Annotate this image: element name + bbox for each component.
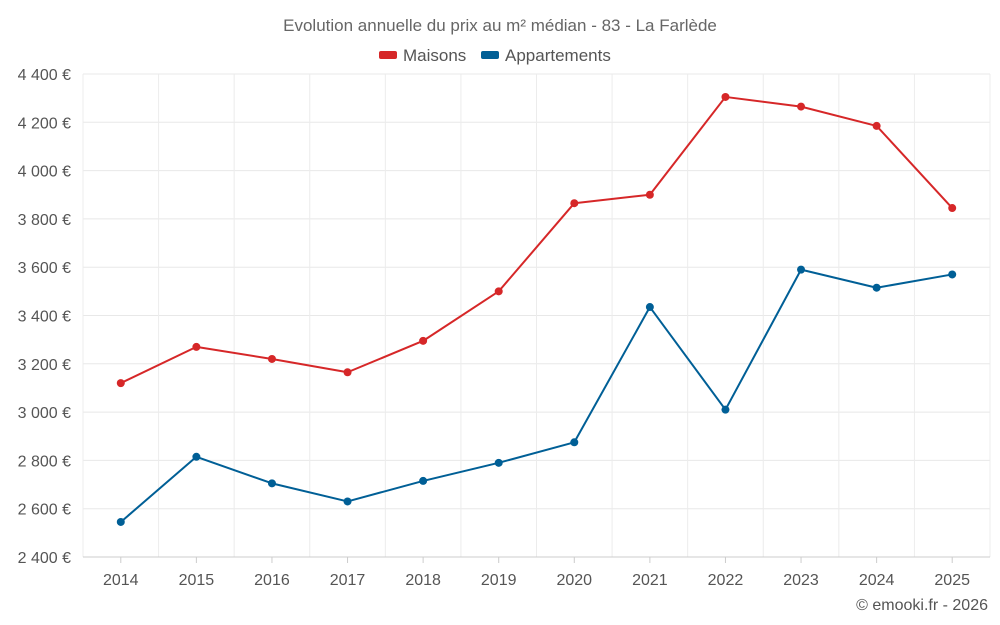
legend-item-appartements[interactable]: Appartements	[481, 46, 611, 65]
series-maisons	[116, 92, 957, 388]
data-point-maisons[interactable]	[419, 336, 428, 345]
x-tick-label: 2024	[859, 572, 895, 589]
chart-title: Evolution annuelle du prix au m² médian …	[283, 16, 717, 35]
x-tick-label: 2018	[405, 572, 441, 589]
y-tick-label: 3 200 €	[18, 357, 71, 374]
x-tick-label: 2019	[481, 572, 517, 589]
data-point-maisons[interactable]	[192, 342, 201, 351]
credit-text: © emooki.fr - 2026	[856, 597, 988, 614]
legend-item-maisons[interactable]: Maisons	[379, 46, 466, 65]
x-tick-label: 2023	[783, 572, 819, 589]
data-point-maisons[interactable]	[570, 199, 579, 208]
x-tick-label: 2015	[179, 572, 215, 589]
data-point-appartements[interactable]	[116, 517, 125, 526]
data-point-maisons[interactable]	[645, 190, 654, 199]
y-tick-label: 3 600 €	[18, 260, 71, 277]
x-tick-label: 2020	[556, 572, 592, 589]
data-point-appartements[interactable]	[343, 497, 352, 506]
data-point-appartements[interactable]	[570, 438, 579, 447]
x-tick-label: 2016	[254, 572, 290, 589]
data-point-maisons[interactable]	[797, 102, 806, 111]
data-point-maisons[interactable]	[494, 287, 503, 296]
data-point-maisons[interactable]	[721, 92, 730, 101]
data-point-maisons[interactable]	[116, 379, 125, 388]
data-point-appartements[interactable]	[797, 265, 806, 274]
y-tick-label: 4 000 €	[18, 164, 71, 181]
legend-swatch-maisons	[379, 51, 397, 59]
y-tick-label: 3 000 €	[18, 405, 71, 422]
legend-label-maisons[interactable]: Maisons	[403, 46, 466, 65]
data-point-appartements[interactable]	[645, 303, 654, 312]
y-tick-label: 3 800 €	[18, 212, 71, 229]
legend-swatch-appartements	[481, 51, 499, 59]
x-tick-label: 2025	[934, 572, 970, 589]
series-line-appartements	[120, 268, 953, 523]
x-tick-label: 2014	[103, 572, 139, 589]
x-tick-label: 2022	[708, 572, 744, 589]
y-tick-label: 4 200 €	[18, 115, 71, 132]
data-point-appartements[interactable]	[419, 476, 428, 485]
series	[116, 92, 957, 526]
legend-label-appartements[interactable]: Appartements	[505, 46, 611, 65]
series-appartements	[116, 265, 957, 526]
data-point-maisons[interactable]	[267, 354, 276, 363]
y-tick-label: 2 600 €	[18, 502, 71, 519]
data-point-appartements[interactable]	[948, 270, 957, 279]
legend[interactable]: Maisons Appartements	[379, 46, 611, 65]
x-tick-label: 2021	[632, 572, 668, 589]
y-tick-label: 2 800 €	[18, 453, 71, 470]
axes: 2 400 € 2 600 € 2 800 € 3 000 € 3 200 € 3 400…	[18, 67, 990, 589]
y-tick-label: 2 400 €	[18, 550, 71, 567]
grid	[82, 73, 991, 557]
x-tick-label: 2017	[330, 572, 366, 589]
series-line-maisons	[120, 95, 953, 385]
data-point-appartements[interactable]	[872, 283, 881, 292]
y-tick-label: 3 400 €	[18, 309, 71, 326]
data-point-maisons[interactable]	[948, 204, 957, 213]
data-point-appartements[interactable]	[721, 405, 730, 414]
data-point-appartements[interactable]	[494, 458, 503, 467]
data-point-appartements[interactable]	[192, 452, 201, 461]
data-point-maisons[interactable]	[872, 121, 881, 130]
data-point-appartements[interactable]	[267, 479, 276, 488]
y-tick-label: 4 400 €	[18, 67, 71, 84]
data-point-maisons[interactable]	[343, 368, 352, 377]
